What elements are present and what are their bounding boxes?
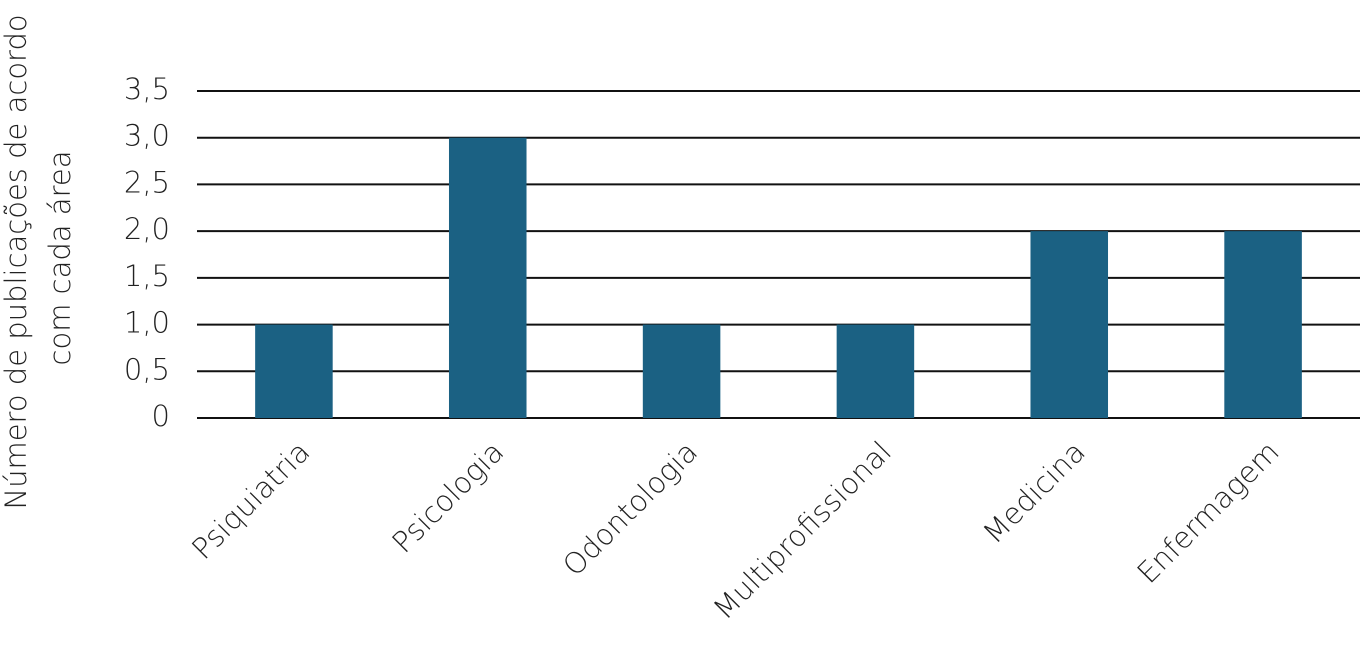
y-tick-label: 0,5 <box>124 352 170 386</box>
x-tick-group: Odontologia <box>556 435 704 583</box>
bar <box>642 324 721 418</box>
y-axis-label: Número de publicações de acordo <box>0 14 33 509</box>
x-tick-label: Enfermagem <box>1130 435 1285 590</box>
x-tick-group: Psiquiatria <box>185 435 316 566</box>
y-tick-label: 3,5 <box>124 72 170 106</box>
y-label-group: Número de publicações de acordo <box>0 14 33 509</box>
x-tick-label: Medicina <box>976 435 1092 551</box>
y-tick-label: 1,5 <box>124 259 170 293</box>
bar <box>448 137 527 418</box>
x-tick-group: Psicologia <box>385 435 510 560</box>
x-tick-label: Multiprofissional <box>707 435 899 627</box>
y-tick-label: 1,0 <box>124 306 170 340</box>
y-tick-label: 2,0 <box>124 212 170 246</box>
y-tick-label: 3,0 <box>124 119 170 153</box>
x-tick-group: Multiprofissional <box>707 435 899 627</box>
bar <box>1030 231 1109 418</box>
bar <box>1224 231 1302 418</box>
y-label-group: com cada área <box>43 151 77 366</box>
y-tick-label: 0 <box>152 399 170 433</box>
x-tick-label: Psicologia <box>385 435 510 560</box>
y-axis-label: com cada área <box>43 151 77 366</box>
y-tick-label: 2,5 <box>124 165 170 199</box>
bar <box>836 324 915 418</box>
x-tick-label: Psiquiatria <box>185 435 316 566</box>
bar <box>255 324 333 418</box>
x-tick-group: Medicina <box>976 435 1092 551</box>
x-tick-label: Odontologia <box>556 435 704 583</box>
x-tick-group: Enfermagem <box>1130 435 1285 590</box>
